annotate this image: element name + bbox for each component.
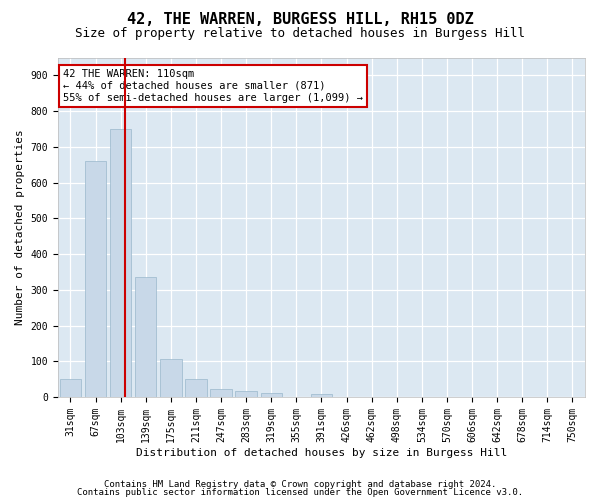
Y-axis label: Number of detached properties: Number of detached properties <box>15 130 25 325</box>
Bar <box>85 161 106 397</box>
Bar <box>211 389 232 397</box>
Bar <box>135 278 157 397</box>
Bar <box>260 394 282 397</box>
X-axis label: Distribution of detached houses by size in Burgess Hill: Distribution of detached houses by size … <box>136 448 507 458</box>
Bar <box>110 129 131 397</box>
Text: 42, THE WARREN, BURGESS HILL, RH15 0DZ: 42, THE WARREN, BURGESS HILL, RH15 0DZ <box>127 12 473 28</box>
Bar <box>185 379 206 397</box>
Bar <box>311 394 332 397</box>
Text: Contains public sector information licensed under the Open Government Licence v3: Contains public sector information licen… <box>77 488 523 497</box>
Bar <box>235 392 257 397</box>
Text: 42 THE WARREN: 110sqm
← 44% of detached houses are smaller (871)
55% of semi-det: 42 THE WARREN: 110sqm ← 44% of detached … <box>63 70 363 102</box>
Text: Contains HM Land Registry data © Crown copyright and database right 2024.: Contains HM Land Registry data © Crown c… <box>104 480 496 489</box>
Bar <box>160 360 182 397</box>
Text: Size of property relative to detached houses in Burgess Hill: Size of property relative to detached ho… <box>75 28 525 40</box>
Bar <box>60 379 81 397</box>
